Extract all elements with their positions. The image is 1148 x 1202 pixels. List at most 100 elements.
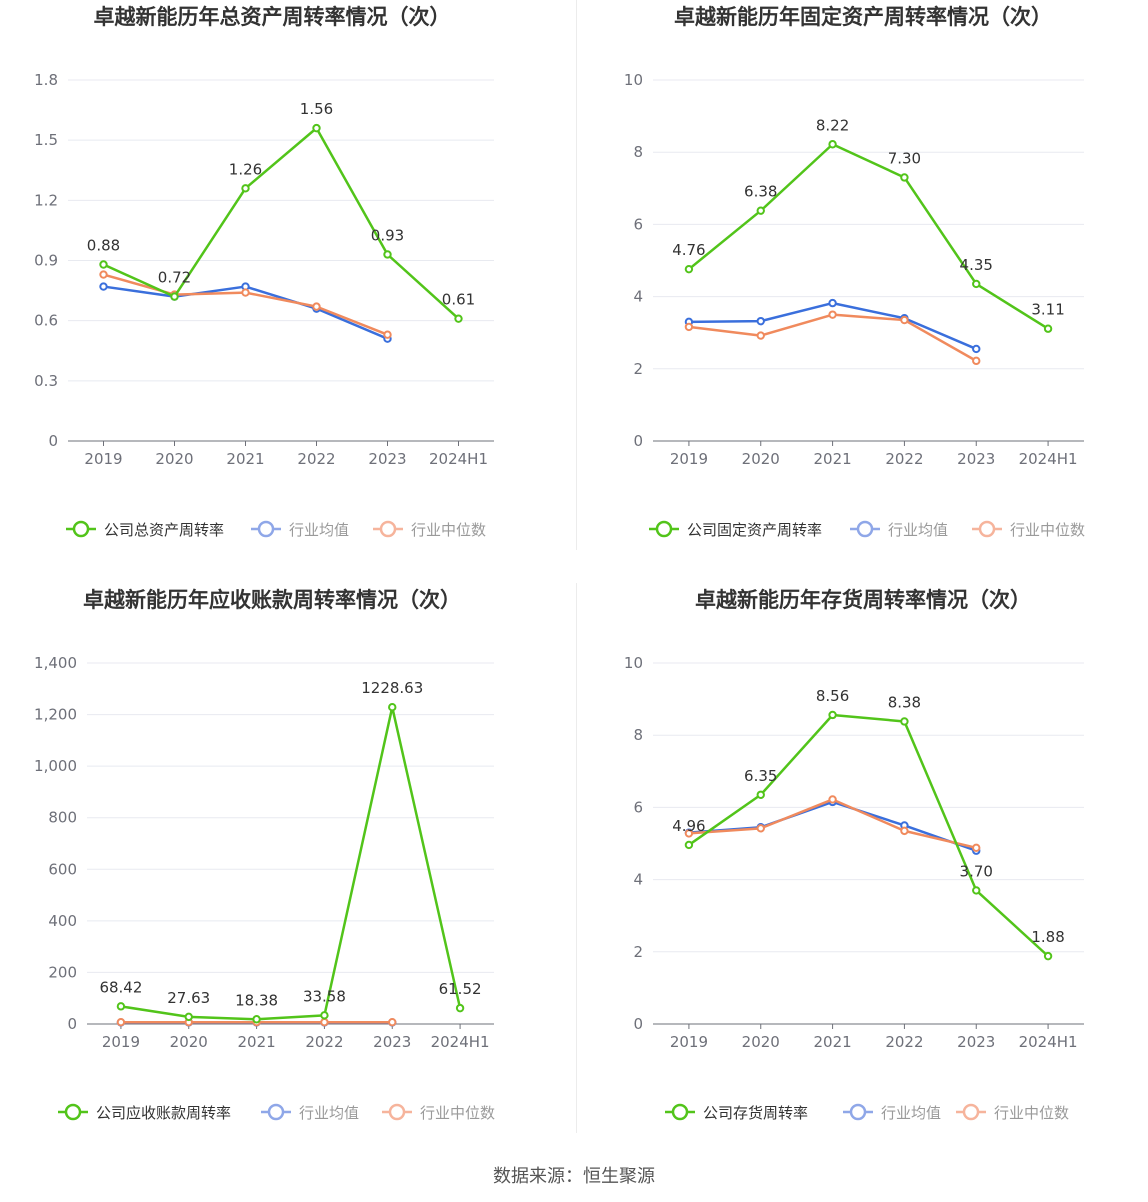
legend-label: 行业均值 <box>881 1104 941 1122</box>
data-label: 6.35 <box>744 767 777 785</box>
x-tick-label: 2021 <box>813 450 851 468</box>
y-tick-label: 8 <box>633 143 643 161</box>
legend-label: 公司应收账款周转率 <box>96 1104 231 1122</box>
industry-median-series-point <box>972 356 981 366</box>
industry-avg-series-point <box>972 344 981 354</box>
data-label: 3.70 <box>960 862 993 880</box>
x-tick-label: 2021 <box>226 450 264 468</box>
data-label: 4.35 <box>960 256 993 274</box>
chart-title: 卓越新能历年总资产周转率情况（次） <box>94 5 451 29</box>
data-label: 1.56 <box>300 100 333 118</box>
data-label: 1.88 <box>1031 928 1064 946</box>
x-tick-label: 2019 <box>670 450 708 468</box>
industry-median-series-point <box>828 795 837 804</box>
industry-avg-series-point <box>756 316 765 326</box>
legend-marker <box>64 1103 82 1121</box>
company-series-point <box>900 717 909 726</box>
legend-label: 行业均值 <box>888 521 948 539</box>
industry-median-series-point <box>900 826 909 836</box>
industry-avg-series-point <box>828 298 837 308</box>
panel-divider-bottom <box>576 583 577 1133</box>
company-series-point <box>241 184 250 193</box>
legend-marker <box>962 1103 980 1121</box>
y-tick-label: 1,000 <box>34 757 77 775</box>
data-label: 7.30 <box>888 149 921 167</box>
y-tick-label: 1,200 <box>34 706 77 724</box>
industry-median-series-point <box>388 1017 397 1027</box>
x-tick-label: 2024H1 <box>431 1033 490 1051</box>
company-series-point <box>900 173 909 182</box>
chart-panel-fixed-asset-turnover: 卓越新能历年固定资产周转率情况（次） 0 2 4 6 8 10 2019 2020 2021 202… <box>577 0 1148 583</box>
industry-median-series-point <box>383 330 392 339</box>
x-tick-label: 2020 <box>155 450 193 468</box>
chart-title: 卓越新能历年固定资产周转率情况（次） <box>674 5 1052 29</box>
data-label: 8.38 <box>888 693 921 711</box>
legend-marker <box>388 1103 406 1121</box>
data-label: 0.93 <box>371 226 404 244</box>
industry-median-series-point <box>116 1017 126 1027</box>
data-label: 3.11 <box>1031 301 1064 319</box>
y-tick-label: 0 <box>633 432 643 450</box>
data-label: 68.42 <box>99 978 142 996</box>
panel-divider-top <box>576 0 577 550</box>
industry-median-series-line <box>688 798 977 850</box>
legend-label: 行业中位数 <box>420 1104 495 1122</box>
company-series-point <box>184 1012 193 1022</box>
x-tick-label: 2022 <box>297 450 335 468</box>
company-series-point <box>388 702 397 712</box>
data-label: 0.61 <box>442 291 475 309</box>
y-tick-label: 0 <box>48 432 58 450</box>
y-tick-label: 0.9 <box>34 252 58 270</box>
chart-title: 卓越新能历年存货周转率情况（次） <box>695 588 1031 612</box>
company-series-point <box>756 790 765 799</box>
y-tick-label: 0 <box>67 1015 77 1033</box>
data-label: 33.58 <box>303 987 346 1005</box>
data-label: 1.26 <box>229 160 262 178</box>
x-tick-label: 2023 <box>368 450 406 468</box>
industry-avg-series-point <box>99 282 108 291</box>
company-series-point <box>1043 951 1053 961</box>
legend-label: 行业均值 <box>299 1104 359 1122</box>
company-series-point <box>972 886 981 895</box>
x-tick-label: 2022 <box>885 450 923 468</box>
x-tick-label: 2024H1 <box>429 450 488 468</box>
y-tick-label: 6 <box>633 215 643 233</box>
data-source: 数据来源：恒生聚源 <box>493 1166 655 1187</box>
legend-marker <box>849 1103 867 1121</box>
x-tick-label: 2024H1 <box>1019 450 1078 468</box>
company-series-point <box>320 1011 329 1020</box>
x-tick-label: 2019 <box>670 1033 708 1051</box>
legend-marker <box>978 520 996 538</box>
industry-median-series-point <box>756 824 765 833</box>
legend-marker <box>72 520 90 538</box>
chart-panel-receivables-turnover: 卓越新能历年应收账款周转率情况（次） 0 200 400 600 800 1,000 1,20… <box>0 583 574 1166</box>
industry-median-series-point <box>756 331 765 340</box>
chart-svg: 卓越新能历年固定资产周转率情况（次） 0 2 4 6 8 10 2019 2020 2021 202… <box>624 5 1085 539</box>
legend-marker <box>379 520 397 538</box>
x-tick-label: 2020 <box>742 450 780 468</box>
y-tick-label: 1,400 <box>34 654 77 672</box>
chart-svg: 卓越新能历年存货周转率情况（次） 0 2 4 6 8 10 2019 2020 2021 2022 2… <box>624 588 1084 1122</box>
y-tick-label: 4 <box>633 288 643 306</box>
x-tick-label: 2019 <box>84 450 122 468</box>
data-label: 18.38 <box>235 991 278 1009</box>
legend-marker <box>267 1103 285 1121</box>
y-tick-label: 0.3 <box>34 372 58 390</box>
x-tick-label: 2022 <box>885 1033 923 1051</box>
company-series-point <box>312 123 321 133</box>
industry-median-series-point <box>900 315 909 325</box>
company-series-line <box>688 143 1049 330</box>
y-tick-label: 400 <box>48 912 77 930</box>
legend-label: 公司存货周转率 <box>703 1104 808 1122</box>
data-label: 8.56 <box>816 687 849 705</box>
chart-svg: 卓越新能历年总资产周转率情况（次） 0 0.3 0.6 0.9 1.2 1.5 1.8 2019… <box>34 5 494 539</box>
y-tick-label: 10 <box>624 654 643 672</box>
x-tick-label: 2023 <box>957 450 995 468</box>
x-tick-label: 2020 <box>170 1033 208 1051</box>
y-tick-label: 4 <box>633 871 643 889</box>
data-label: 4.76 <box>672 241 705 259</box>
x-tick-label: 2020 <box>742 1033 780 1051</box>
x-tick-label: 2019 <box>102 1033 140 1051</box>
company-series-point <box>116 1002 126 1011</box>
company-series-point <box>756 206 765 215</box>
